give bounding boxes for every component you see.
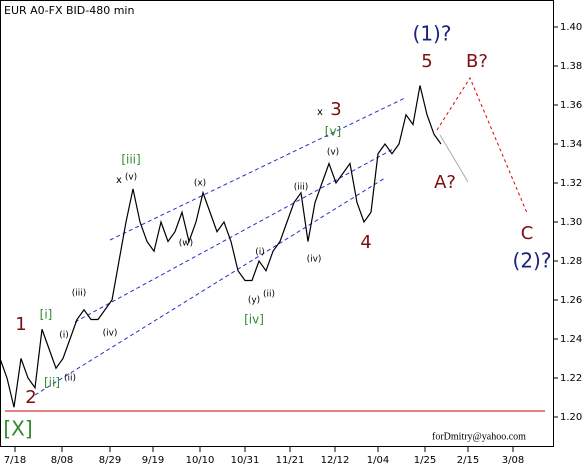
x-tick-label: 8/08 <box>51 455 73 466</box>
y-tick-label: 1.32 <box>560 178 582 189</box>
wave-label: 5 <box>421 51 432 72</box>
x-tick-label: 7/18 <box>4 455 26 466</box>
wave-label: (1)? <box>413 22 452 46</box>
y-tick-label: 1.34 <box>560 139 582 150</box>
projection <box>436 76 528 214</box>
wave-label: 1 <box>15 314 26 335</box>
y-tick-label: 1.28 <box>560 256 582 267</box>
channel <box>34 97 406 396</box>
x-tick-label: 10/10 <box>186 455 215 466</box>
wave-label: (iv) <box>307 255 322 265</box>
plot-frame <box>0 0 554 447</box>
wave-label: (iii) <box>72 289 87 299</box>
wave-label: (y) <box>248 296 260 306</box>
wave-label: (ii) <box>263 290 275 300</box>
wave-label: (v) <box>327 148 339 158</box>
x-tick-label: 12/12 <box>321 455 350 466</box>
y-tick-label: 1.26 <box>560 295 582 306</box>
x-tick-label: 10/31 <box>231 455 260 466</box>
wave-label: (iii) <box>294 183 309 193</box>
wave-label: (ii) <box>64 374 76 384</box>
wave-label: A? <box>434 172 456 193</box>
wave-label: [iv] <box>244 313 264 327</box>
wave-label: (v) <box>125 173 137 183</box>
wave-label: [iii] <box>121 153 140 167</box>
x-tick-label: 8/29 <box>99 455 121 466</box>
wave-label: (i) <box>255 248 265 258</box>
chart-title: EUR A0-FX BID-480 min <box>4 4 134 17</box>
x-tick-label: 1/04 <box>367 455 389 466</box>
wave-label: (i) <box>59 331 69 341</box>
wave-label: 3 <box>330 99 341 120</box>
x-tick-label: 3/08 <box>502 455 524 466</box>
wave-label: C <box>521 223 534 244</box>
y-tick-label: 1.30 <box>560 217 582 228</box>
wave-label: x <box>317 107 323 118</box>
y-tick-label: 1.24 <box>560 334 582 345</box>
wave-label: [i] <box>40 308 53 322</box>
y-tick-label: 1.40 <box>560 22 582 33</box>
y-tick-label: 1.20 <box>560 412 582 423</box>
y-tick-label: 1.38 <box>560 61 582 72</box>
x-tick-label: 9/19 <box>142 455 164 466</box>
wave-label: B? <box>466 51 488 72</box>
wave-label: (iv) <box>103 329 118 339</box>
x-tick-label: 11/21 <box>276 455 305 466</box>
credit: forDmitry@yahoo.com <box>432 431 526 442</box>
wave-label: [v] <box>325 125 341 139</box>
y-tick-label: 1.22 <box>560 373 582 384</box>
wave-label: x <box>116 175 122 186</box>
y-tick-label: 1.36 <box>560 100 582 111</box>
wave-label: [ii] <box>44 376 60 390</box>
wave-label: [X] <box>3 417 32 441</box>
price-line <box>0 85 442 408</box>
x-tick-label: 2/15 <box>457 455 479 466</box>
wave-label: (x) <box>194 179 206 189</box>
wave-label: 2 <box>25 387 36 408</box>
wave-label: 4 <box>360 232 371 253</box>
wave-label: (2)? <box>513 249 552 273</box>
x-tick-label: 1/25 <box>414 455 436 466</box>
wave-label: (w) <box>179 239 193 249</box>
projection-alt <box>439 134 469 183</box>
